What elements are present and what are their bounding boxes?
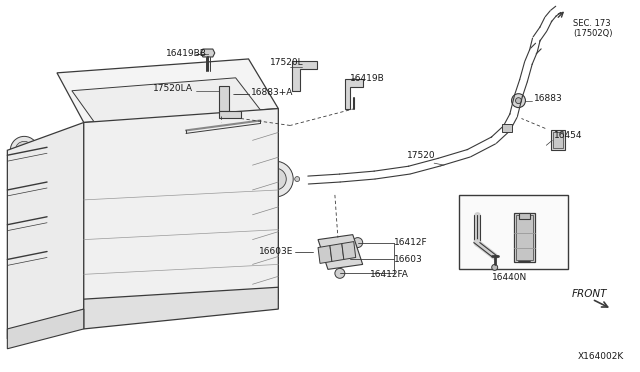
Text: 16419BB: 16419BB: [166, 48, 207, 58]
Circle shape: [184, 182, 189, 186]
Bar: [230, 230, 248, 251]
Bar: [553, 132, 563, 148]
Circle shape: [10, 241, 38, 268]
Circle shape: [228, 185, 233, 189]
Circle shape: [345, 247, 353, 254]
Polygon shape: [342, 241, 356, 259]
Circle shape: [103, 79, 110, 86]
Circle shape: [511, 94, 525, 108]
Bar: [516, 215, 533, 260]
Circle shape: [10, 171, 38, 199]
Text: 17520L: 17520L: [270, 58, 304, 67]
Circle shape: [230, 65, 237, 73]
Ellipse shape: [232, 71, 259, 86]
Circle shape: [321, 250, 329, 259]
Circle shape: [139, 179, 144, 183]
Circle shape: [139, 157, 144, 162]
Polygon shape: [330, 244, 344, 262]
Circle shape: [10, 137, 38, 164]
Text: 16419B: 16419B: [350, 74, 385, 83]
Circle shape: [335, 268, 345, 278]
Circle shape: [72, 83, 78, 90]
Circle shape: [273, 187, 278, 192]
Circle shape: [15, 275, 33, 293]
Circle shape: [10, 206, 38, 234]
Text: 16412F: 16412F: [394, 238, 428, 247]
Polygon shape: [318, 246, 332, 263]
Polygon shape: [72, 78, 262, 125]
Circle shape: [264, 168, 286, 190]
Polygon shape: [253, 109, 278, 299]
Circle shape: [213, 158, 248, 194]
Polygon shape: [201, 49, 215, 57]
Circle shape: [124, 152, 159, 188]
Bar: [181, 230, 199, 251]
Ellipse shape: [105, 81, 133, 95]
Polygon shape: [292, 61, 317, 91]
Circle shape: [492, 264, 498, 270]
Text: 16883+A: 16883+A: [250, 88, 293, 97]
Circle shape: [516, 98, 522, 104]
Text: 16454: 16454: [554, 131, 583, 140]
Bar: [518, 213, 531, 219]
Circle shape: [273, 166, 278, 171]
Circle shape: [161, 168, 166, 173]
Bar: [131, 230, 149, 251]
Polygon shape: [84, 109, 278, 309]
Circle shape: [184, 160, 189, 165]
Circle shape: [257, 161, 293, 197]
Circle shape: [198, 68, 205, 76]
Text: X164002K: X164002K: [578, 352, 624, 361]
Circle shape: [166, 73, 173, 79]
Circle shape: [15, 211, 33, 229]
Text: 17520: 17520: [407, 151, 436, 160]
Polygon shape: [219, 110, 241, 118]
Circle shape: [250, 174, 255, 179]
Polygon shape: [7, 122, 84, 339]
Polygon shape: [7, 309, 84, 349]
Bar: [228, 91, 237, 99]
Text: SEC. 173: SEC. 173: [573, 19, 611, 28]
Circle shape: [15, 141, 33, 159]
Circle shape: [228, 163, 233, 168]
Polygon shape: [219, 86, 228, 110]
Ellipse shape: [189, 74, 217, 89]
Text: 16412FA: 16412FA: [370, 270, 408, 279]
Text: 16440N: 16440N: [492, 273, 527, 282]
Text: 16883: 16883: [534, 94, 563, 103]
Bar: [513, 213, 536, 262]
Circle shape: [251, 177, 256, 182]
Text: 16603E: 16603E: [259, 247, 293, 256]
Polygon shape: [502, 125, 511, 132]
Circle shape: [345, 254, 355, 264]
Polygon shape: [57, 59, 278, 122]
Bar: [459, 195, 568, 269]
Circle shape: [333, 248, 341, 256]
Circle shape: [10, 270, 38, 298]
Text: (17502Q): (17502Q): [573, 29, 612, 38]
Bar: [551, 131, 565, 150]
Ellipse shape: [147, 78, 175, 92]
Circle shape: [206, 174, 211, 179]
Circle shape: [15, 176, 33, 194]
Circle shape: [131, 159, 152, 181]
Text: FRONT: FRONT: [572, 289, 607, 299]
Circle shape: [294, 177, 300, 182]
Circle shape: [15, 246, 33, 263]
Polygon shape: [84, 287, 278, 329]
Circle shape: [353, 238, 363, 247]
Circle shape: [350, 79, 358, 87]
Circle shape: [135, 76, 142, 82]
Polygon shape: [345, 79, 363, 109]
Circle shape: [205, 171, 211, 176]
Circle shape: [117, 168, 122, 173]
Text: 17520LA: 17520LA: [153, 84, 193, 93]
Circle shape: [220, 165, 241, 187]
Circle shape: [162, 171, 166, 176]
Circle shape: [168, 155, 204, 191]
Polygon shape: [318, 235, 363, 269]
Text: 16603: 16603: [394, 255, 423, 264]
Circle shape: [175, 162, 197, 184]
